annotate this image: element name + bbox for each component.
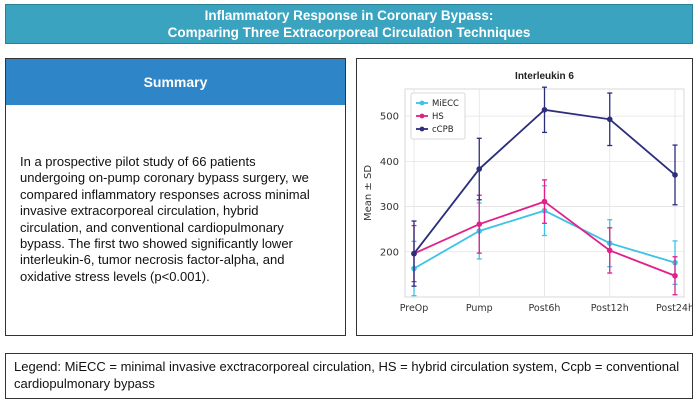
chart-title: Interleukin 6: [515, 71, 574, 82]
miecc-legend-marker: [419, 100, 425, 106]
hs-data-point: [672, 272, 678, 279]
ccpb-data-point: [672, 172, 678, 178]
summary-text: In a prospective pilot study of 66 patie…: [20, 154, 310, 284]
ccpb-data-point: [541, 107, 548, 113]
x-tick-label: Post24h: [656, 303, 692, 314]
hs-data-point: [541, 198, 548, 205]
legend-text: Legend: MiECC = minimal invasive exctrac…: [14, 359, 680, 391]
title-banner: Inflammatory Response in Coronary Bypass…: [5, 4, 693, 44]
ccpb-data-point: [606, 116, 613, 123]
legend-note: Legend: MiECC = minimal invasive exctrac…: [5, 353, 693, 399]
title-line-1: Inflammatory Response in Coronary Bypass…: [204, 8, 494, 23]
interleukin-6-chart: Interleukin 6 200 300 400 500 PreOp Pump Post6h…: [363, 71, 692, 314]
ccpb-data-point: [411, 250, 417, 257]
summary-heading: Summary: [6, 59, 345, 105]
y-axis-label: Mean ± SD: [363, 165, 374, 221]
summary-panel: Summary In a prospective pilot study of …: [5, 58, 346, 336]
y-tick-label: 300: [380, 202, 399, 213]
x-tick-label: Pump: [466, 303, 493, 314]
legend-box: [410, 92, 466, 140]
y-tick-label: 200: [380, 247, 399, 258]
ccpb-data-point: [476, 166, 483, 172]
hs-data-point: [606, 247, 613, 254]
chart-panel: Interleukin 6 200 300 400 500 PreOp Pump Post6h…: [356, 58, 693, 336]
hs-data-point: [476, 221, 483, 227]
x-tick-label: Post6h: [529, 303, 561, 314]
title-line-2: Comparing Three Extracorporeal Circulati…: [167, 25, 531, 40]
hs-legend-label: HS: [432, 112, 444, 122]
y-tick-label: 400: [380, 157, 399, 168]
x-tick-label: PreOp: [400, 303, 429, 314]
ccpb-legend-label: cCPB: [432, 125, 454, 135]
ccpb-legend-marker: [419, 126, 425, 132]
y-tick-label: 500: [380, 112, 399, 123]
miecc-legend-label: MiECC: [432, 99, 459, 109]
x-tick-label: Post12h: [591, 303, 629, 314]
hs-legend-marker: [419, 113, 425, 119]
